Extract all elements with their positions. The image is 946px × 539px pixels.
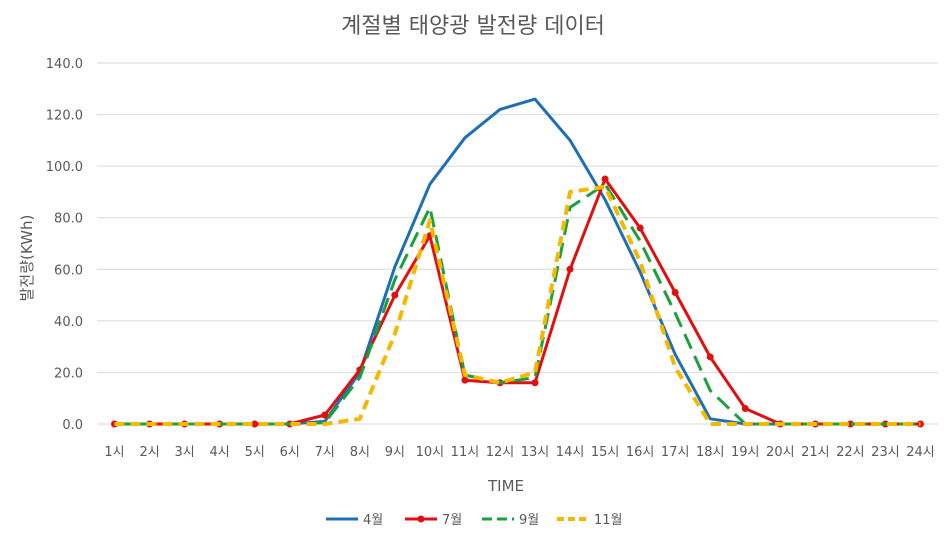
x-tick-label: 24시 [906,445,935,460]
series-lines [111,97,924,428]
x-tick-label: 4시 [210,445,230,460]
data-point [671,288,679,296]
data-point [461,376,469,384]
legend-label: 9월 [519,513,539,528]
legend-label: 7월 [442,513,462,528]
x-tick-label: 19시 [731,445,760,460]
legend: 4월 7월 9월 11월 [326,513,623,528]
x-tick-label: 17시 [661,445,690,460]
y-tick-label: 140.0 [46,57,83,72]
x-tick-label: 8시 [350,445,370,460]
data-point [636,224,644,232]
x-tick-label: 16시 [626,445,655,460]
y-tick-label: 100.0 [46,160,83,175]
data-point [706,353,714,361]
series-line-4 [114,184,921,426]
y-tick-label: 0.0 [62,418,83,433]
x-axis-label: TIME [487,477,524,495]
x-axis-ticks: 1시 2시 3시 4시 5시 6시 7시 8시 9시 10시 11시 12시 13시 14시 15시 16시 1… [104,445,934,460]
legend-label: 11월 [594,513,623,528]
data-point [566,265,574,273]
x-tick-label: 22시 [836,445,865,460]
series-line-2 [114,177,921,426]
x-tick-label: 14시 [556,445,585,460]
gridlines [97,62,938,425]
x-tick-label: 20시 [766,445,795,460]
series-line-1 [114,97,921,426]
x-tick-label: 21시 [801,445,830,460]
x-tick-label: 12시 [486,445,515,460]
series-line-3 [114,182,921,426]
x-tick-label: 6시 [280,445,300,460]
data-point [531,379,539,387]
y-tick-label: 20.0 [54,366,83,381]
x-tick-label: 18시 [696,445,725,460]
y-axis-ticks: 0.0 20.0 40.0 60.0 80.0 100.0 120.0 140.0 [46,57,83,433]
y-tick-label: 80.0 [54,212,83,227]
y-tick-label: 60.0 [54,263,83,278]
x-tick-label: 13시 [521,445,550,460]
y-tick-label: 40.0 [54,315,83,330]
y-tick-label: 120.0 [46,109,83,124]
x-tick-label: 1시 [104,445,124,460]
x-tick-label: 23시 [871,445,900,460]
x-tick-label: 10시 [416,445,445,460]
x-tick-label: 9시 [385,445,405,460]
x-tick-label: 15시 [591,445,620,460]
x-tick-label: 5시 [245,445,265,460]
y-axis-label: 발전량(KWh) [18,215,36,302]
x-tick-label: 11시 [451,445,480,460]
x-tick-label: 2시 [139,445,159,460]
legend-label: 4월 [363,513,383,528]
chart-title: 계절별 태양광 발전량 데이터 [341,14,605,39]
data-point [391,291,399,299]
data-point [601,175,609,183]
legend-marker [417,515,425,523]
x-tick-label: 3시 [174,445,194,460]
data-point [741,405,749,413]
x-tick-label: 7시 [315,445,335,460]
data-point [321,411,329,419]
data-point [251,420,259,428]
